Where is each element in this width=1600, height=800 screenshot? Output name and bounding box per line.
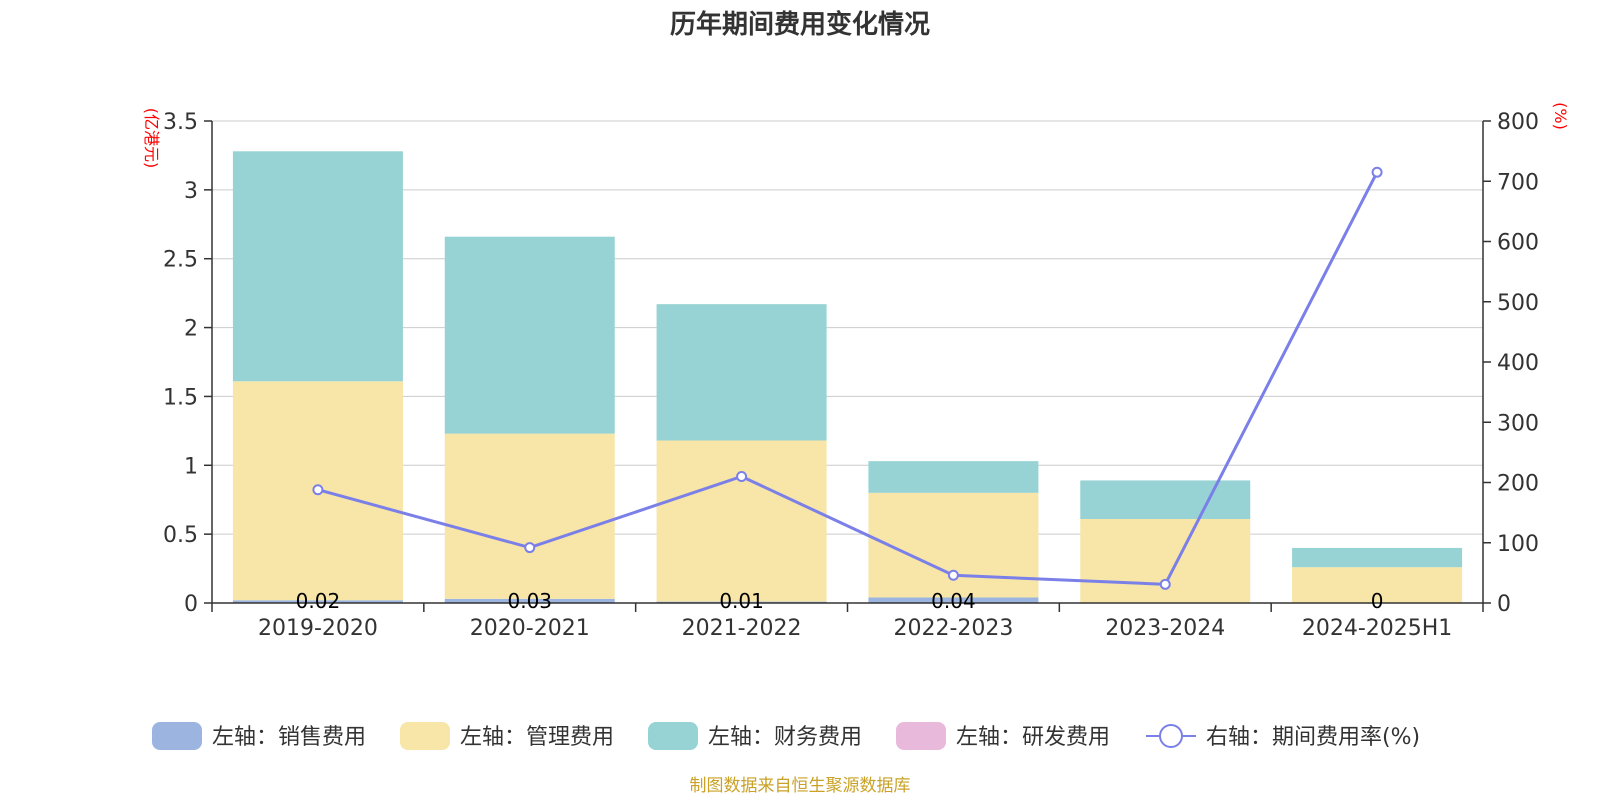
- rate-point: [1371, 166, 1383, 178]
- bar-segment: [868, 492, 1039, 598]
- rate-point: [1159, 578, 1171, 590]
- bar-segment: [1080, 518, 1251, 603]
- x-tick-label: 2019-2020: [258, 616, 378, 641]
- data-label: 0.03: [507, 589, 552, 613]
- bar-segment: [444, 236, 615, 434]
- bar-segment: [868, 597, 1039, 603]
- right-tick-label: 400: [1497, 351, 1539, 376]
- left-tick-label: 3: [184, 179, 198, 204]
- legend-swatch: [152, 722, 202, 750]
- left-tick-label: 2.5: [163, 248, 198, 273]
- right-tick-label: 100: [1497, 532, 1539, 557]
- right-tick-label: 300: [1497, 411, 1539, 436]
- legend: 左轴：销售费用 左轴：管理费用 左轴：财务费用 左轴：研发费用 右轴：期间费用率(%): [152, 722, 1420, 750]
- left-tick-label: 1.5: [163, 385, 198, 410]
- data-label: 0: [1371, 589, 1384, 613]
- legend-swatch: [400, 722, 450, 750]
- left-axis-unit: (亿港元): [142, 108, 161, 169]
- x-tick-label: 2020-2021: [470, 616, 590, 641]
- legend-marker: [1159, 724, 1183, 748]
- rate-point: [524, 542, 536, 554]
- left-tick-label: 2: [184, 317, 198, 342]
- x-tick-label: 2023-2024: [1105, 616, 1225, 641]
- x-tick-label: 2021-2022: [682, 616, 802, 641]
- legend-label: 左轴：研发费用: [956, 725, 1110, 750]
- data-labels: 0.02 0.03 0.01 0.04 0: [296, 589, 1384, 613]
- rate-line: [312, 166, 1383, 590]
- right-tick-label: 700: [1497, 170, 1539, 195]
- right-tick-label: 500: [1497, 291, 1539, 316]
- left-tick-label: 0: [184, 592, 198, 617]
- right-tick-label: 200: [1497, 472, 1539, 497]
- left-tick-label: 0.5: [163, 523, 198, 548]
- rate-point: [736, 470, 748, 482]
- legend-swatch: [896, 722, 946, 750]
- left-tick-label: 3.5: [163, 110, 198, 135]
- bar-segment: [656, 304, 827, 441]
- source-note: 制图数据来自恒生聚源数据库: [690, 776, 911, 796]
- data-label: 0.02: [296, 589, 341, 613]
- bar-segment: [444, 598, 615, 603]
- bars: [232, 151, 1463, 603]
- left-tick-label: 1: [184, 454, 198, 479]
- x-tick-label: 2024-2025H1: [1302, 616, 1452, 641]
- bar-segment: [1292, 547, 1463, 568]
- bar-segment: [656, 440, 827, 602]
- legend-label: 右轴：期间费用率(%): [1206, 725, 1420, 750]
- x-tick-label: 2022-2023: [893, 616, 1013, 641]
- bar-segment: [1292, 567, 1463, 603]
- axes: 0 0.5 1 1.5 2 2.5 3 3.5 0 100 200 300 400 500 600 700 80…: [163, 110, 1539, 641]
- bar-segment: [444, 433, 615, 599]
- chart-title: 历年期间费用变化情况: [670, 9, 930, 40]
- bar-segment: [232, 600, 403, 603]
- legend-label: 左轴：销售费用: [212, 725, 366, 750]
- bar-segment: [1080, 480, 1251, 519]
- legend-label: 左轴：管理费用: [460, 725, 614, 750]
- rate-point: [312, 484, 324, 496]
- rate-line-path: [317, 171, 1379, 586]
- right-axis-unit: (%): [1551, 102, 1570, 130]
- legend-swatch: [648, 722, 698, 750]
- data-label: 0.04: [931, 589, 976, 613]
- right-tick-label: 0: [1497, 592, 1511, 617]
- rate-point: [947, 569, 959, 581]
- grid: [212, 120, 1483, 535]
- right-tick-label: 600: [1497, 231, 1539, 256]
- data-label: 0.01: [719, 589, 764, 613]
- legend-label: 左轴：财务费用: [708, 725, 862, 750]
- bar-segment: [868, 461, 1039, 493]
- right-tick-label: 800: [1497, 110, 1539, 135]
- bar-segment: [232, 151, 403, 382]
